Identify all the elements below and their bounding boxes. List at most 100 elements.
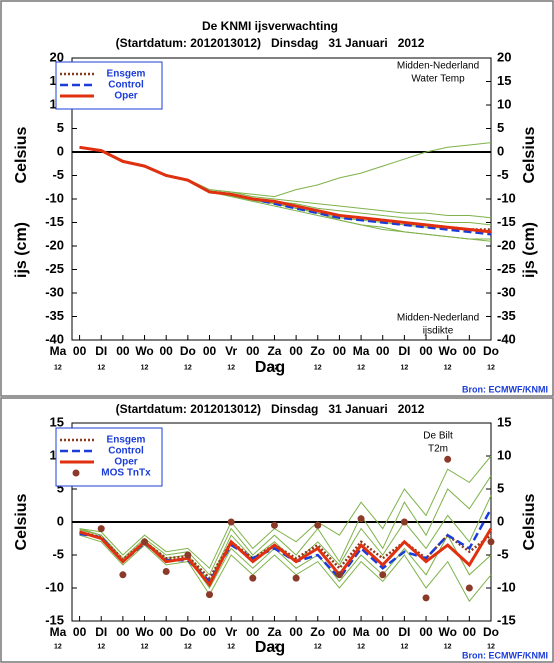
- y-tick-label: 15: [50, 414, 64, 429]
- y2-tick-label: 15: [497, 73, 511, 88]
- annotation: De Bilt: [423, 431, 453, 442]
- series-line: [79, 146, 491, 231]
- ensemble-line: [79, 534, 492, 603]
- legend-label: Control: [108, 446, 144, 457]
- annotation: Midden-Nederland: [397, 313, 479, 324]
- y-tick-label: -15: [45, 214, 64, 229]
- y-tick-label: -5: [52, 546, 64, 561]
- x-tick-label: Zo: [310, 344, 325, 358]
- mos-point: [249, 574, 257, 582]
- y-tick-label: 5: [57, 120, 64, 135]
- legend-marker: [72, 469, 80, 477]
- annotation: Midden-Nederland: [397, 61, 479, 72]
- y2-tick-label: -15: [497, 612, 516, 627]
- legend-label: Oper: [114, 457, 137, 468]
- legend-label: Ensgem: [107, 435, 146, 446]
- mos-point: [270, 521, 278, 529]
- legend-label: Control: [108, 80, 144, 91]
- x-tick-label: 00: [73, 625, 87, 639]
- x-tick-label: 00: [289, 344, 303, 358]
- y-tick-label: 0: [57, 143, 64, 158]
- y2-tick-label: 0: [497, 513, 504, 528]
- x-hour-label: 12: [271, 643, 279, 650]
- x-tick-label: Do: [180, 625, 196, 639]
- x-tick-label: Ma: [50, 344, 67, 358]
- y-tick-label: 5: [57, 480, 64, 495]
- x-tick-label: Ma: [50, 625, 67, 639]
- chart-title: De KNMI ijsverwachting: [202, 19, 338, 33]
- mos-point: [465, 584, 473, 592]
- x-hour-label: 12: [141, 364, 149, 371]
- y-tick-label: -40: [45, 331, 64, 346]
- y-tick-label: -10: [45, 579, 64, 594]
- y-axis-label: ijs (cm): [13, 222, 30, 278]
- mos-point: [97, 525, 105, 533]
- annotation: T2m: [428, 444, 448, 455]
- x-hour-label: 12: [314, 364, 322, 371]
- mos-point: [422, 594, 430, 602]
- mos-point: [444, 455, 452, 463]
- x-tick-label: Wo: [135, 344, 153, 358]
- x-hour-label: 12: [314, 643, 322, 650]
- y-tick-label: 20: [50, 49, 64, 64]
- y-tick-label: -15: [45, 612, 64, 627]
- x-hour-label: 12: [271, 364, 279, 371]
- legend-label: Oper: [114, 91, 137, 102]
- x-hour-label: 12: [444, 643, 452, 650]
- x-hour-label: 12: [400, 364, 408, 371]
- x-tick-label: 00: [246, 625, 260, 639]
- mos-point: [184, 551, 192, 559]
- y2-tick-label: -20: [497, 237, 516, 252]
- panel-border: [0, 0, 554, 397]
- x-hour-label: 12: [227, 364, 235, 371]
- x-tick-label: 00: [419, 625, 433, 639]
- y2-tick-label: -35: [497, 308, 516, 323]
- x-tick-label: Za: [267, 344, 281, 358]
- x-tick-label: 00: [160, 344, 174, 358]
- x-axis-label: Dag: [255, 359, 285, 376]
- y-axis-label: ijs (cm): [521, 222, 538, 278]
- y2-tick-label: 5: [497, 120, 504, 135]
- x-tick-label: 00: [376, 625, 390, 639]
- source: Bron: ECMWF/KNMI: [462, 384, 548, 394]
- mos-point: [141, 538, 149, 546]
- x-hour-label: 12: [141, 643, 149, 650]
- ensemble-line: [79, 455, 492, 570]
- y2-tick-label: 15: [497, 414, 511, 429]
- mos-point: [379, 571, 387, 579]
- y2-tick-label: -25: [497, 261, 516, 276]
- x-hour-label: 12: [357, 643, 365, 650]
- y-axis-label: Celsius: [521, 493, 538, 550]
- legend-box: [55, 427, 163, 487]
- mos-point: [119, 571, 127, 579]
- x-tick-label: 00: [73, 344, 87, 358]
- chart-subtitle: (Startdatum: 2012013012) Dinsdag 31 Janu…: [116, 36, 425, 50]
- ensemble-line: [79, 146, 492, 232]
- x-tick-label: Za: [267, 625, 281, 639]
- legend-label: MOS TnTx: [101, 468, 151, 479]
- mos-point: [400, 518, 408, 526]
- x-hour-label: 12: [54, 643, 62, 650]
- y-tick-label: -30: [45, 284, 64, 299]
- x-tick-label: Ma: [353, 344, 370, 358]
- x-hour-label: 12: [54, 364, 62, 371]
- x-tick-label: 00: [333, 344, 347, 358]
- mos-point: [162, 568, 170, 575]
- x-hour-label: 12: [487, 643, 495, 650]
- x-tick-label: 00: [289, 625, 303, 639]
- x-tick-label: 00: [419, 344, 433, 358]
- y-tick-label: -5: [52, 167, 64, 182]
- x-tick-label: 00: [203, 625, 217, 639]
- x-tick-label: Wo: [438, 344, 456, 358]
- mos-point: [335, 571, 343, 579]
- x-hour-label: 12: [97, 364, 105, 371]
- y2-tick-label: 10: [497, 447, 511, 462]
- series-line: [79, 145, 492, 234]
- y2-tick-label: -5: [497, 167, 509, 182]
- x-hour-label: 12: [184, 643, 192, 650]
- y-tick-label: 0: [57, 513, 64, 528]
- x-tick-label: Vr: [225, 625, 237, 639]
- x-tick-label: 00: [116, 344, 130, 358]
- annotation: ijsdikte: [423, 326, 454, 337]
